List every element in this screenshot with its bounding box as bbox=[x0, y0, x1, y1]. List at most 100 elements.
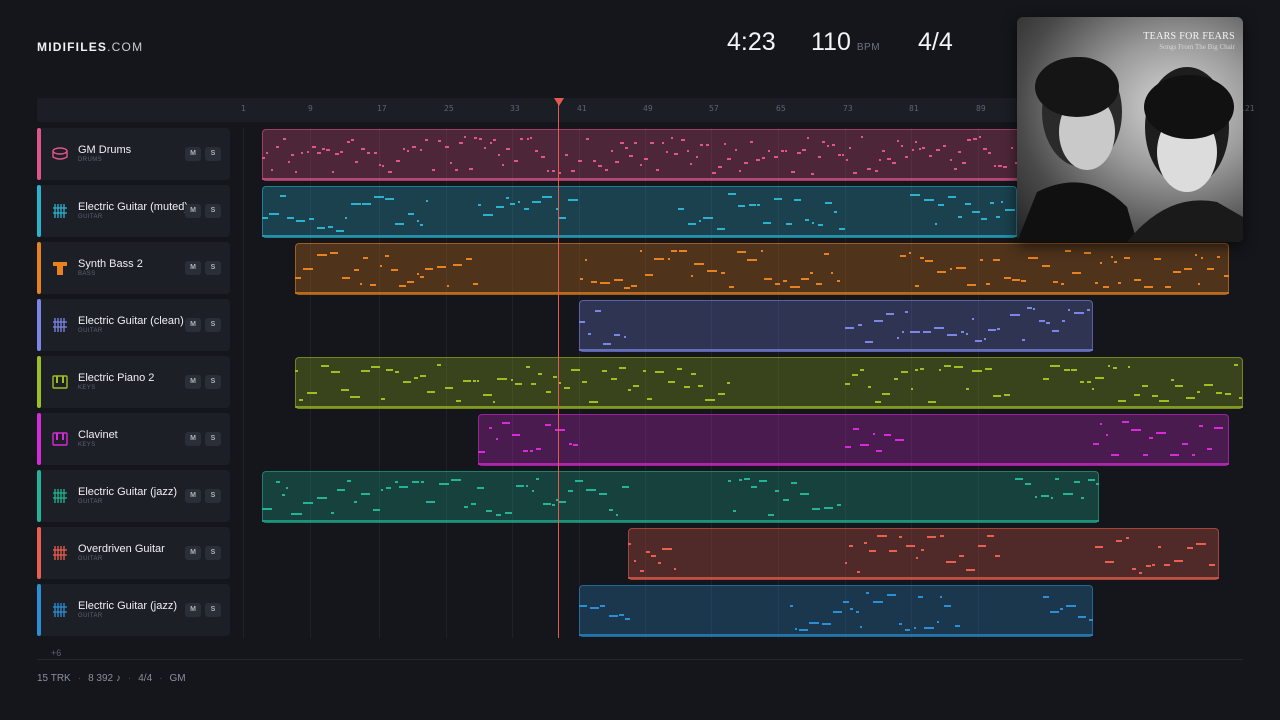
midi-note bbox=[317, 497, 327, 499]
midi-note bbox=[510, 203, 515, 205]
midi-note bbox=[360, 283, 362, 285]
track-header[interactable]: Clavinet KEYS M S bbox=[37, 413, 230, 465]
mute-button[interactable]: M bbox=[185, 375, 201, 389]
midi-note bbox=[1132, 568, 1136, 570]
midi-note bbox=[886, 313, 894, 315]
midi-note bbox=[986, 283, 990, 285]
track-header[interactable]: Electric Guitar (muted) GUITAR M S bbox=[37, 185, 230, 237]
brand-logo[interactable]: MIDIFILES.COM bbox=[37, 40, 143, 54]
clip-baseline bbox=[262, 178, 1243, 180]
solo-button[interactable]: S bbox=[205, 546, 221, 560]
midi-note bbox=[266, 152, 268, 154]
midi-note bbox=[921, 549, 924, 551]
midi-note bbox=[633, 385, 639, 387]
midi-note bbox=[640, 164, 642, 166]
midi-note bbox=[1033, 308, 1035, 310]
mute-button[interactable]: M bbox=[185, 147, 201, 161]
midi-note bbox=[1197, 391, 1200, 393]
midi-note bbox=[691, 275, 693, 277]
solo-button[interactable]: S bbox=[205, 603, 221, 617]
midi-note bbox=[523, 450, 528, 452]
midi-clip[interactable] bbox=[478, 414, 1229, 466]
midi-note bbox=[307, 392, 317, 394]
mute-button[interactable]: M bbox=[185, 318, 201, 332]
midi-note bbox=[474, 137, 477, 139]
midi-clip[interactable] bbox=[262, 471, 1099, 523]
track-header[interactable]: Electric Guitar (jazz) GUITAR M S bbox=[37, 584, 230, 636]
solo-button[interactable]: S bbox=[205, 147, 221, 161]
track-header[interactable]: Synth Bass 2 BASS M S bbox=[37, 242, 230, 294]
midi-note bbox=[1074, 481, 1080, 483]
arrangement-grid[interactable] bbox=[240, 128, 1243, 638]
midi-note bbox=[961, 331, 964, 333]
mute-button[interactable]: M bbox=[185, 489, 201, 503]
midi-note bbox=[1207, 448, 1212, 450]
midi-note bbox=[351, 139, 354, 141]
midi-note bbox=[884, 434, 891, 436]
midi-note bbox=[330, 252, 338, 254]
midi-note bbox=[414, 377, 418, 379]
solo-button[interactable]: S bbox=[205, 318, 221, 332]
track-header[interactable]: Electric Guitar (clean) GUITAR M S bbox=[37, 299, 230, 351]
more-tracks-indicator[interactable]: +6 bbox=[51, 648, 62, 658]
midi-note bbox=[997, 328, 1000, 330]
midi-note bbox=[628, 389, 631, 391]
mute-button[interactable]: M bbox=[185, 204, 201, 218]
midi-clip[interactable] bbox=[579, 300, 1093, 352]
midi-note bbox=[735, 149, 737, 151]
midi-note bbox=[361, 370, 370, 372]
playhead-handle[interactable] bbox=[554, 98, 564, 106]
solo-button[interactable]: S bbox=[205, 489, 221, 503]
midi-note bbox=[786, 223, 792, 225]
tempo-value: 110 bbox=[811, 28, 851, 56]
midi-note bbox=[677, 368, 682, 370]
midi-note bbox=[1165, 286, 1171, 288]
midi-note bbox=[299, 399, 303, 401]
midi-note bbox=[326, 149, 330, 151]
midi-note bbox=[631, 285, 637, 287]
mute-button[interactable]: M bbox=[185, 261, 201, 275]
midi-clip[interactable] bbox=[295, 357, 1243, 409]
midi-note bbox=[936, 149, 940, 151]
mute-button[interactable]: M bbox=[185, 546, 201, 560]
midi-note bbox=[1175, 385, 1183, 387]
track-header[interactable]: Electric Piano 2 KEYS M S bbox=[37, 356, 230, 408]
midi-note bbox=[940, 535, 944, 537]
midi-note bbox=[625, 147, 628, 149]
midi-note bbox=[1025, 483, 1031, 485]
solo-button[interactable]: S bbox=[205, 204, 221, 218]
midi-note bbox=[956, 267, 966, 269]
midi-note bbox=[309, 218, 314, 220]
cover-photo bbox=[1017, 57, 1243, 242]
midi-note bbox=[995, 555, 1000, 557]
midi-note bbox=[589, 401, 598, 403]
midi-note bbox=[437, 364, 441, 366]
midi-note bbox=[473, 380, 476, 382]
midi-clip[interactable] bbox=[262, 186, 1017, 238]
solo-button[interactable]: S bbox=[205, 375, 221, 389]
mute-button[interactable]: M bbox=[185, 432, 201, 446]
midi-note bbox=[972, 211, 980, 213]
solo-button[interactable]: S bbox=[205, 261, 221, 275]
midi-note bbox=[1134, 279, 1141, 281]
midi-note bbox=[543, 503, 551, 505]
track-header[interactable]: GM Drums DRUMS M S bbox=[37, 128, 230, 180]
playhead[interactable] bbox=[558, 100, 559, 638]
midi-note bbox=[453, 264, 462, 266]
midi-note bbox=[998, 165, 1002, 167]
midi-note bbox=[1158, 546, 1161, 548]
solo-button[interactable]: S bbox=[205, 432, 221, 446]
clip-baseline bbox=[295, 292, 1229, 294]
midi-note bbox=[785, 150, 787, 152]
midi-note bbox=[526, 366, 530, 368]
midi-note bbox=[662, 142, 664, 144]
midi-note bbox=[1095, 377, 1104, 379]
midi-note bbox=[700, 144, 703, 146]
track-header[interactable]: Electric Guitar (jazz) GUITAR M S bbox=[37, 470, 230, 522]
midi-note bbox=[614, 279, 623, 281]
midi-note bbox=[671, 137, 673, 139]
midi-note bbox=[367, 152, 370, 154]
track-header[interactable]: Overdriven Guitar GUITAR M S bbox=[37, 527, 230, 579]
midi-clip[interactable] bbox=[628, 528, 1219, 580]
mute-button[interactable]: M bbox=[185, 603, 201, 617]
